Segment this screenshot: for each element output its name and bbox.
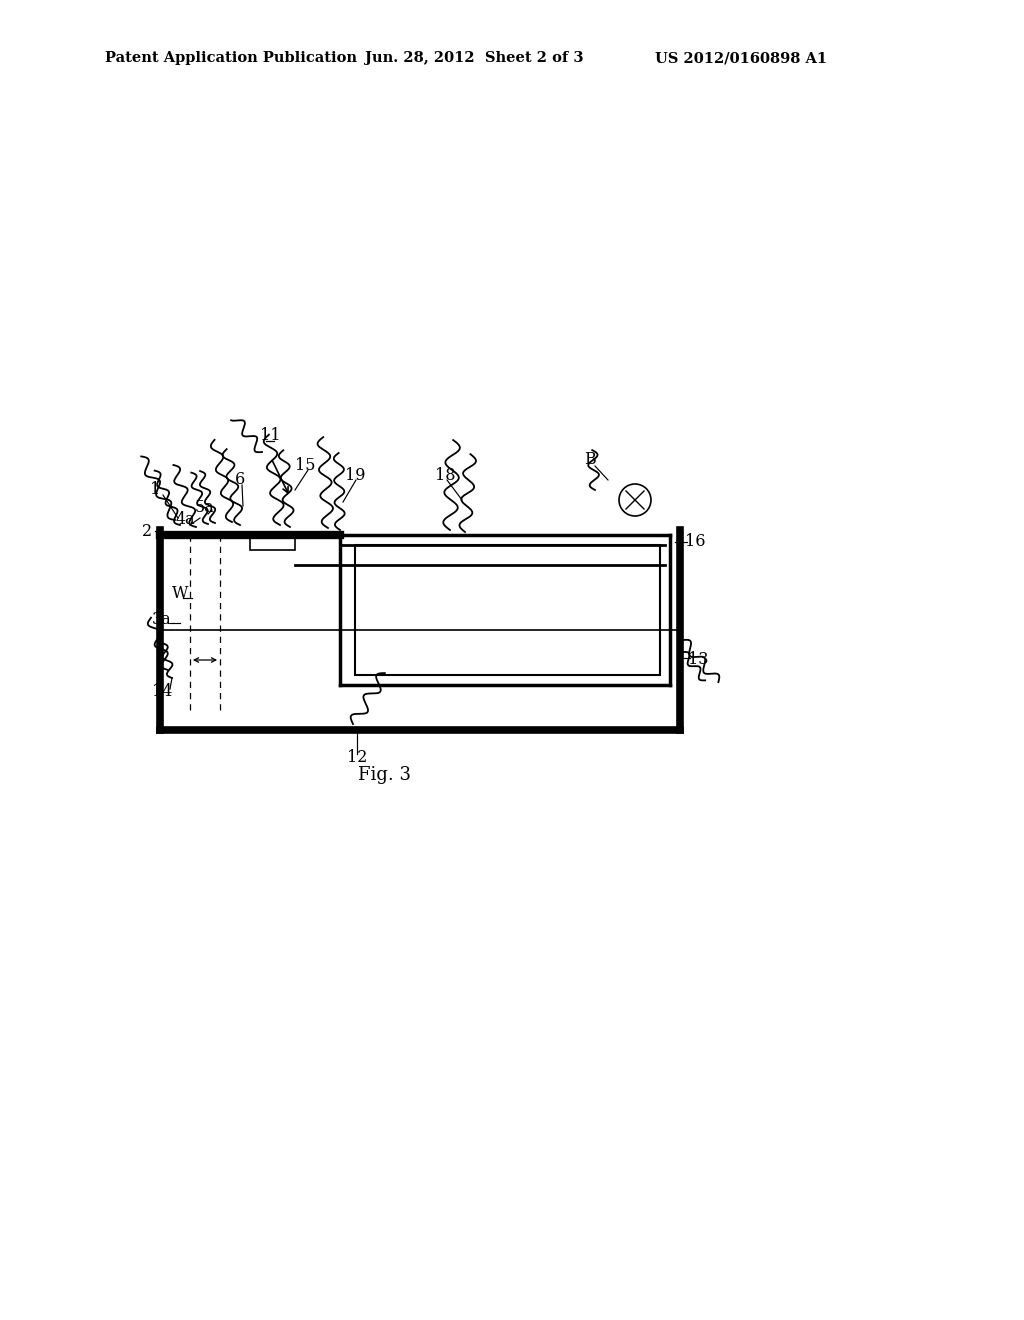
- Text: 2: 2: [142, 523, 152, 540]
- Text: 3a: 3a: [153, 611, 172, 628]
- Text: 16: 16: [685, 533, 706, 550]
- Text: Patent Application Publication: Patent Application Publication: [105, 51, 357, 65]
- Text: 6: 6: [234, 471, 245, 488]
- Text: Fig. 3: Fig. 3: [358, 766, 412, 784]
- Text: 14: 14: [152, 684, 172, 701]
- Text: 11: 11: [260, 426, 281, 444]
- Text: B: B: [584, 451, 596, 469]
- Text: 18: 18: [435, 466, 456, 483]
- Text: W: W: [172, 586, 188, 602]
- Text: 1: 1: [150, 482, 160, 499]
- Text: 12: 12: [347, 750, 368, 767]
- Text: Jun. 28, 2012  Sheet 2 of 3: Jun. 28, 2012 Sheet 2 of 3: [365, 51, 584, 65]
- Text: 15: 15: [295, 457, 315, 474]
- Text: 5a: 5a: [196, 499, 215, 516]
- Bar: [250, 535, 295, 550]
- Text: US 2012/0160898 A1: US 2012/0160898 A1: [655, 51, 827, 65]
- Text: 13: 13: [688, 652, 709, 668]
- Bar: [355, 545, 660, 675]
- Text: 4a: 4a: [175, 511, 195, 528]
- Text: 19: 19: [345, 466, 366, 483]
